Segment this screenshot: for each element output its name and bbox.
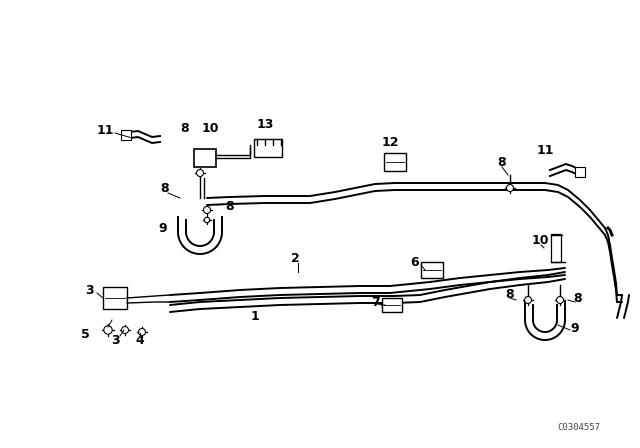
Text: 7: 7	[371, 296, 380, 309]
Circle shape	[122, 327, 129, 333]
Bar	[254, 139, 282, 157]
Circle shape	[557, 297, 563, 303]
Text: 11: 11	[96, 124, 114, 137]
Bar	[421, 262, 443, 278]
Bar	[194, 149, 216, 167]
Circle shape	[196, 169, 204, 177]
Text: C0304557: C0304557	[557, 423, 600, 432]
Text: 1: 1	[251, 310, 259, 323]
Text: 2: 2	[291, 251, 300, 264]
Bar	[103, 287, 127, 309]
Text: 5: 5	[81, 328, 90, 341]
Text: 3: 3	[86, 284, 94, 297]
Text: 13: 13	[256, 119, 274, 132]
Text: 9: 9	[159, 221, 167, 234]
Circle shape	[138, 328, 145, 336]
Text: 10: 10	[531, 233, 548, 246]
Bar	[551, 234, 561, 262]
Text: 6: 6	[411, 257, 419, 270]
Text: 8: 8	[573, 292, 582, 305]
Text: 8: 8	[226, 201, 234, 214]
Text: 10: 10	[201, 121, 219, 134]
Circle shape	[506, 185, 513, 191]
Bar	[384, 153, 406, 171]
Text: 9: 9	[571, 322, 579, 335]
Circle shape	[204, 207, 211, 214]
Text: 11: 11	[536, 143, 554, 156]
Text: 12: 12	[381, 137, 399, 150]
Text: 8: 8	[506, 289, 515, 302]
Bar	[575, 167, 585, 177]
Circle shape	[204, 217, 210, 223]
Bar	[121, 130, 131, 140]
Text: 4: 4	[136, 333, 145, 346]
Circle shape	[525, 297, 531, 303]
Text: 8: 8	[161, 181, 170, 194]
Bar	[382, 298, 402, 312]
Text: 8: 8	[498, 155, 506, 168]
Circle shape	[104, 326, 112, 334]
Text: 3: 3	[111, 333, 119, 346]
Text: 8: 8	[180, 121, 189, 134]
